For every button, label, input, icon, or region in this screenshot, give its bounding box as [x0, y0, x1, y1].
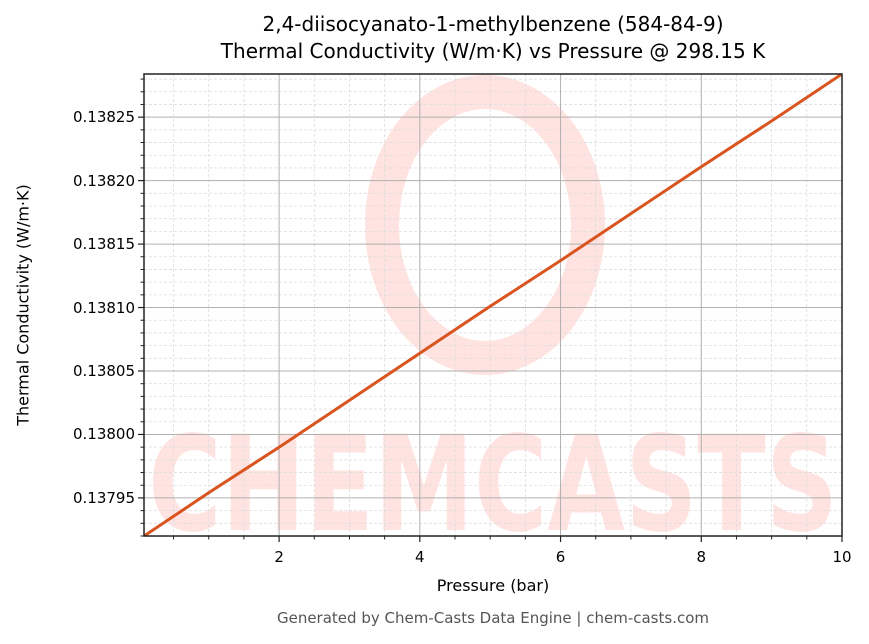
x-tick-label: 10: [832, 548, 852, 566]
x-tick-label: 4: [415, 548, 425, 566]
y-tick-label: 0.13805: [72, 362, 135, 380]
x-axis-label: Pressure (bar): [436, 576, 550, 595]
watermark-text: CHEMCASTS: [148, 408, 838, 562]
data-series-line: [144, 74, 842, 536]
y-tick-label: 0.13810: [72, 298, 135, 317]
axes-frame: [143, 73, 843, 537]
x-tick-label: 2: [274, 548, 284, 566]
y-tick-label: 0.13800: [72, 425, 135, 444]
y-axis-label: Thermal Conductivity (W/m·K): [13, 184, 33, 426]
footer-credit: Generated by Chem-Casts Data Engine | ch…: [276, 609, 710, 627]
y-tick-label: 0.13815: [72, 235, 135, 254]
watermark-logo-icon: [365, 75, 605, 375]
x-tick-label: 8: [696, 548, 707, 566]
chart-title-line1: 2,4-diisocyanato-1-methylbenzene (584-84…: [262, 12, 724, 36]
y-tick-label: 0.13795: [72, 488, 135, 507]
y-tick-label: 0.13820: [72, 171, 135, 190]
chart-title-line2: Thermal Conductivity (W/m·K) vs Pressure…: [220, 39, 766, 63]
x-tick-label: 6: [555, 548, 566, 566]
y-tick-label: 0.13825: [72, 108, 135, 127]
